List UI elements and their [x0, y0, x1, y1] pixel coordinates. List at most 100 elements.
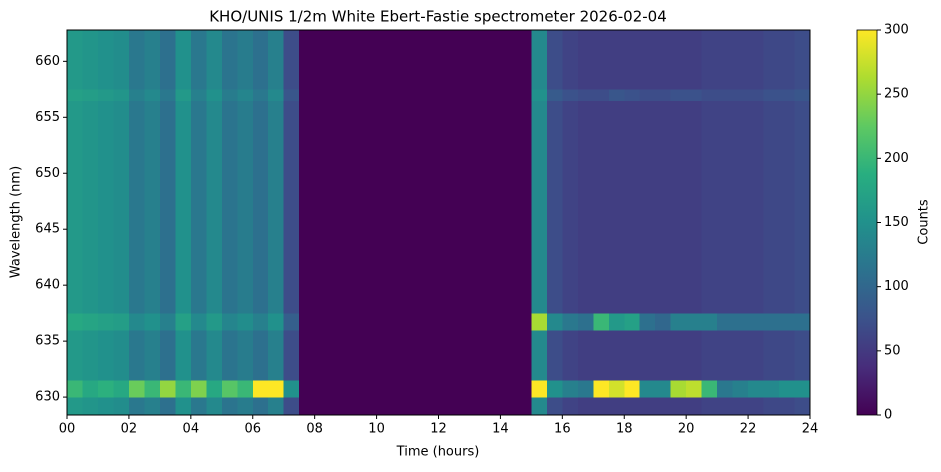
heatmap-cell: [608, 313, 625, 331]
heatmap-cell: [763, 329, 780, 381]
heatmap-cell: [655, 329, 672, 381]
heatmap-cell: [237, 30, 254, 90]
heatmap-cell: [670, 380, 687, 398]
heatmap-cell: [546, 397, 563, 416]
heatmap-cell: [128, 89, 145, 101]
heatmap-cell: [794, 30, 811, 90]
heatmap-cell: [748, 397, 764, 416]
heatmap-cell: [113, 380, 130, 398]
heatmap-cell: [144, 30, 161, 90]
heatmap-cell: [531, 100, 548, 314]
heatmap-cell: [686, 313, 703, 331]
heatmap-cell: [515, 313, 532, 331]
heatmap-cell: [779, 100, 795, 314]
heatmap-cell: [221, 313, 238, 331]
heatmap-cell: [330, 380, 347, 398]
y-tick-label: 660: [35, 54, 60, 69]
x-tick-label: 06: [244, 422, 261, 437]
heatmap-cell: [392, 380, 408, 398]
heatmap-cell: [252, 30, 269, 90]
heatmap-cell: [639, 89, 656, 101]
heatmap-cell: [159, 313, 176, 331]
heatmap-cell: [268, 380, 285, 398]
heatmap-cell: [206, 30, 223, 90]
y-axis-label: Wavelength (nm): [9, 166, 24, 278]
x-axis-label: Time (hours): [396, 445, 480, 460]
colorbar-tick-label: 0: [884, 408, 892, 423]
heatmap-cell: [97, 30, 114, 90]
heatmap-cell: [546, 313, 563, 331]
heatmap-cell: [299, 30, 316, 90]
heatmap-cell: [423, 313, 439, 331]
heatmap-cell: [392, 397, 408, 416]
heatmap-cell: [546, 100, 563, 314]
heatmap-cell: [128, 313, 145, 331]
heatmap-cell: [190, 313, 207, 331]
heatmap-cell: [577, 100, 594, 314]
heatmap-cell: [670, 100, 687, 314]
heatmap-cell: [330, 313, 347, 331]
heatmap-cell: [252, 313, 269, 331]
heatmap-cell: [175, 380, 192, 398]
chart-title: KHO/UNIS 1/2m White Ebert-Fastie spectro…: [209, 8, 667, 26]
heatmap-cell: [330, 100, 347, 314]
heatmap-cell: [794, 89, 811, 101]
heatmap-cell: [577, 30, 594, 90]
heatmap-cell: [206, 397, 223, 416]
heatmap-cell: [190, 30, 207, 90]
heatmap-cell: [686, 100, 703, 314]
heatmap-cell: [484, 313, 501, 331]
heatmap-cell: [97, 100, 114, 314]
heatmap-cell: [500, 397, 517, 416]
heatmap-cell: [469, 397, 486, 416]
heatmap-cell: [577, 89, 594, 101]
heatmap-cell: [624, 380, 641, 398]
heatmap-cell: [515, 397, 532, 416]
heatmap-cell: [748, 313, 764, 331]
heatmap-cell: [97, 89, 114, 101]
heatmap-cell: [361, 30, 377, 90]
heatmap-cell: [376, 313, 393, 331]
heatmap-cell: [484, 329, 501, 381]
heatmap-cell: [562, 397, 579, 416]
colorbar-tick-label: 200: [884, 151, 909, 166]
heatmap-cell: [717, 100, 734, 314]
heatmap-cell: [144, 100, 161, 314]
heatmap-cell: [500, 30, 517, 90]
heatmap-cell: [686, 397, 703, 416]
heatmap-cell: [515, 329, 532, 381]
heatmap-cell: [268, 329, 285, 381]
heatmap-cell: [531, 89, 548, 101]
heatmap-cell: [562, 30, 579, 90]
heatmap-cell: [221, 89, 238, 101]
heatmap-cell: [159, 380, 176, 398]
heatmap-cell: [639, 30, 656, 90]
heatmap-cell: [546, 30, 563, 90]
heatmap-cell: [423, 397, 439, 416]
heatmap-cell: [438, 380, 455, 398]
heatmap-cell: [484, 100, 501, 314]
heatmap-cell: [392, 329, 408, 381]
heatmap-cell: [639, 100, 656, 314]
heatmap-cell: [608, 329, 625, 381]
heatmap-cell: [82, 313, 99, 331]
heatmap-cell: [717, 30, 734, 90]
heatmap-cell: [453, 89, 470, 101]
heatmap-cell: [299, 329, 316, 381]
heatmap-cell: [190, 329, 207, 381]
heatmap-cell: [701, 100, 718, 314]
heatmap-cell: [453, 313, 470, 331]
heatmap-cell: [407, 89, 424, 101]
heatmap-cell: [484, 397, 501, 416]
y-tick-label: 650: [35, 166, 60, 181]
x-tick-label: 14: [492, 422, 509, 437]
heatmap-cell: [252, 329, 269, 381]
heatmap-cell: [82, 397, 99, 416]
heatmap-cell: [763, 313, 780, 331]
heatmap-cell: [469, 100, 486, 314]
heatmap-cell: [97, 313, 114, 331]
heatmap-cell: [500, 89, 517, 101]
heatmap-cell: [484, 89, 501, 101]
